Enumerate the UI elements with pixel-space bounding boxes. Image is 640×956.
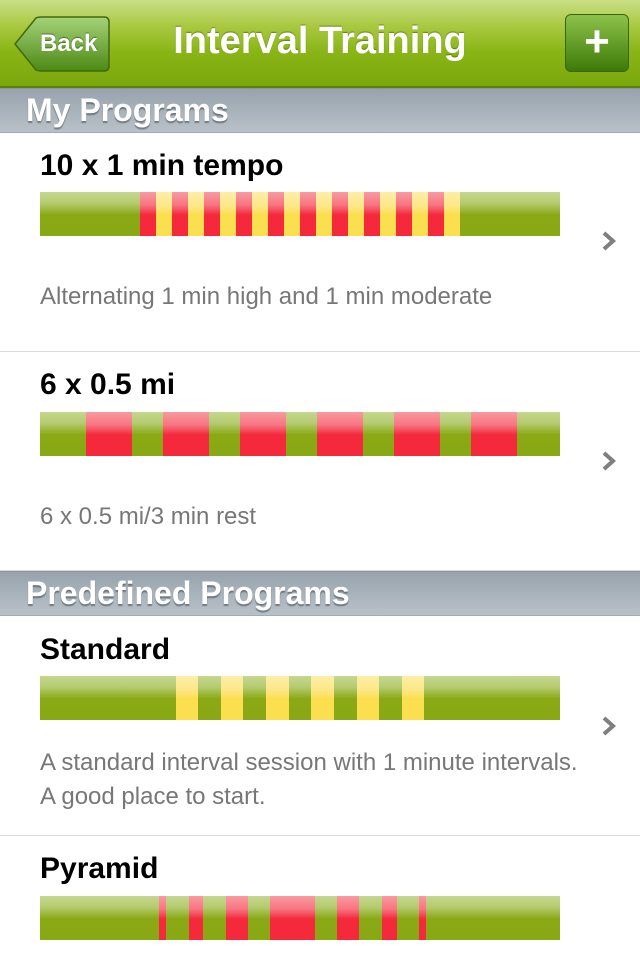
interval-bar — [40, 192, 560, 236]
high-intensity-segment — [316, 412, 364, 456]
low-intensity-segment — [132, 412, 164, 456]
low-intensity-segment — [40, 192, 140, 236]
add-program-button[interactable]: + — [565, 14, 629, 72]
low-intensity-segment — [40, 676, 176, 720]
back-arrow-shape — [14, 16, 110, 72]
low-intensity-segment — [396, 896, 419, 940]
low-intensity-segment — [314, 896, 338, 940]
low-intensity-segment — [516, 412, 560, 456]
program-row[interactable]: 10 x 1 min tempo Alternating 1 min high … — [0, 133, 640, 352]
low-intensity-segment — [440, 412, 471, 456]
low-intensity-segment — [424, 676, 560, 720]
moderate-intensity-segment — [252, 192, 268, 236]
program-description: A standard interval session with 1 minut… — [40, 749, 578, 810]
low-intensity-segment — [198, 676, 221, 720]
moderate-intensity-segment — [188, 192, 204, 236]
low-intensity-segment — [243, 676, 267, 720]
high-intensity-segment — [332, 192, 348, 236]
high-intensity-segment — [381, 896, 397, 940]
moderate-intensity-segment — [266, 676, 289, 720]
high-intensity-segment — [240, 412, 287, 456]
high-intensity-segment — [268, 192, 284, 236]
program-name: 10 x 1 min tempo — [40, 149, 284, 182]
program-row[interactable]: 6 x 0.5 mi 6 x 0.5 mi/3 min rest — [0, 352, 640, 571]
low-intensity-segment — [426, 896, 560, 940]
low-intensity-segment — [286, 412, 317, 456]
high-intensity-segment — [204, 192, 220, 236]
moderate-intensity-segment — [401, 676, 425, 720]
moderate-intensity-segment — [380, 192, 396, 236]
high-intensity-segment — [364, 192, 380, 236]
low-intensity-segment — [460, 192, 560, 236]
moderate-intensity-segment — [220, 192, 236, 236]
low-intensity-segment — [359, 896, 382, 940]
low-intensity-segment — [203, 896, 226, 940]
low-intensity-segment — [40, 896, 159, 940]
moderate-intensity-segment — [220, 676, 244, 720]
high-intensity-segment — [337, 896, 360, 940]
high-intensity-segment — [236, 192, 252, 236]
high-intensity-segment — [172, 192, 188, 236]
chevron-right-icon — [602, 716, 617, 736]
high-intensity-segment — [163, 412, 210, 456]
back-button[interactable]: Back — [14, 16, 110, 72]
chevron-right-icon — [602, 451, 617, 471]
moderate-intensity-segment — [412, 192, 428, 236]
page-title: Interval Training — [173, 20, 467, 62]
high-intensity-segment — [418, 896, 427, 940]
high-intensity-segment — [470, 412, 517, 456]
moderate-intensity-segment — [311, 676, 334, 720]
high-intensity-segment — [158, 896, 167, 940]
plus-icon: + — [584, 17, 610, 66]
moderate-intensity-segment — [156, 192, 172, 236]
low-intensity-segment — [209, 412, 240, 456]
chevron-right-icon — [602, 231, 617, 251]
moderate-intensity-segment — [348, 192, 364, 236]
interval-bar — [40, 676, 560, 720]
moderate-intensity-segment — [175, 676, 199, 720]
low-intensity-segment — [247, 896, 271, 940]
high-intensity-segment — [393, 412, 440, 456]
program-name: 6 x 0.5 mi — [40, 368, 176, 401]
high-intensity-segment — [188, 896, 204, 940]
high-intensity-segment — [428, 192, 444, 236]
interval-bar — [40, 896, 560, 940]
low-intensity-segment — [288, 676, 312, 720]
program-row[interactable]: Pyramid — [0, 836, 640, 956]
program-description: Alternating 1 min high and 1 min moderat… — [40, 283, 493, 310]
section-header-predefined-programs: Predefined Programs — [0, 571, 640, 616]
moderate-intensity-segment — [356, 676, 380, 720]
low-intensity-segment — [40, 412, 87, 456]
moderate-intensity-segment — [316, 192, 332, 236]
high-intensity-segment — [300, 192, 316, 236]
low-intensity-segment — [363, 412, 394, 456]
high-intensity-segment — [225, 896, 248, 940]
high-intensity-segment — [86, 412, 133, 456]
moderate-intensity-segment — [444, 192, 460, 236]
program-row[interactable]: Standard A standard interval session wit… — [0, 617, 640, 836]
interval-bar — [40, 412, 560, 456]
high-intensity-segment — [270, 896, 315, 940]
program-name: Pyramid — [40, 852, 159, 885]
program-name: Standard — [40, 633, 171, 666]
low-intensity-segment — [333, 676, 357, 720]
section-header-my-programs: My Programs — [0, 88, 640, 133]
low-intensity-segment — [166, 896, 189, 940]
program-description: 6 x 0.5 mi/3 min rest — [40, 503, 257, 530]
high-intensity-segment — [396, 192, 412, 236]
moderate-intensity-segment — [284, 192, 300, 236]
navigation-bar: Back Interval Training + — [0, 0, 640, 88]
high-intensity-segment — [140, 192, 156, 236]
low-intensity-segment — [379, 676, 402, 720]
back-label: Back — [40, 30, 98, 57]
